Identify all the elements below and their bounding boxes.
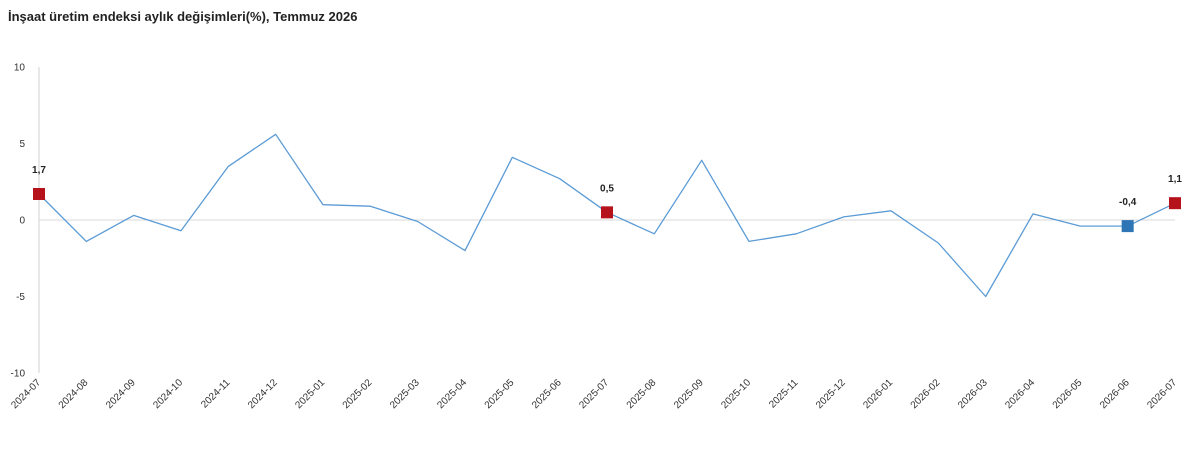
- data-labels-layer: 1,7 0,5 -0,4 1,1: [32, 165, 1182, 208]
- x-tick-label: 2025-11: [767, 377, 801, 411]
- data-point-marker: [1169, 197, 1181, 210]
- x-tick-label: 2024-12: [246, 377, 280, 411]
- x-tick-label: 2024-09: [104, 377, 138, 411]
- data-point-marker: [601, 206, 613, 219]
- x-tick-label: 2026-06: [1098, 377, 1132, 411]
- y-tick-label: 0: [19, 216, 25, 227]
- y-tick-label: 10: [14, 63, 26, 74]
- x-tick-label: 2025-07: [577, 377, 611, 411]
- y-tick-label: 5: [19, 139, 25, 150]
- data-label: 1,7: [32, 165, 46, 176]
- x-tick-label: 2026-01: [861, 377, 895, 411]
- data-label: 1,1: [1168, 174, 1182, 185]
- chart-title: İnşaat üretim endeksi aylık değişimleri(…: [8, 9, 358, 24]
- markers-layer: [33, 187, 1181, 233]
- data-point-marker: [33, 187, 45, 200]
- x-tick-label: 2026-04: [1003, 377, 1037, 411]
- x-tick-label: 2024-11: [199, 377, 233, 411]
- x-tick-label: 2025-08: [625, 377, 659, 411]
- x-tick-label: 2025-10: [719, 377, 753, 411]
- x-tick-label: 2024-07: [9, 377, 43, 411]
- x-tick-label: 2026-03: [956, 377, 990, 411]
- data-label: 0,5: [600, 183, 614, 194]
- x-tick-label: 2025-06: [530, 377, 564, 411]
- x-tick-label: 2025-01: [293, 377, 327, 411]
- x-tick-label: 2025-04: [435, 377, 469, 411]
- y-tick-labels: 10 5 0 -5 -10: [11, 63, 26, 380]
- x-tick-label: 2025-02: [341, 377, 375, 411]
- x-tick-label: 2024-08: [57, 377, 91, 411]
- x-tick-label: 2026-02: [909, 377, 943, 411]
- x-tick-label: 2025-09: [672, 377, 706, 411]
- x-tick-label: 2025-12: [814, 377, 848, 411]
- y-tick-label: -10: [11, 369, 26, 380]
- data-label: -0,4: [1119, 197, 1137, 208]
- x-tick-label: 2026-05: [1051, 377, 1085, 411]
- y-tick-label: -5: [16, 292, 25, 303]
- x-tick-label: 2025-03: [388, 377, 422, 411]
- x-tick-label: 2024-10: [151, 377, 185, 411]
- data-point-marker: [1121, 220, 1134, 233]
- x-tick-label: 2026-07: [1145, 377, 1179, 411]
- x-tick-labels: 2024-07 2024-08 2024-09 2024-10 2024-11 2024-…: [9, 377, 1179, 411]
- x-tick-label: 2025-05: [483, 377, 517, 411]
- axes: [38, 67, 1175, 373]
